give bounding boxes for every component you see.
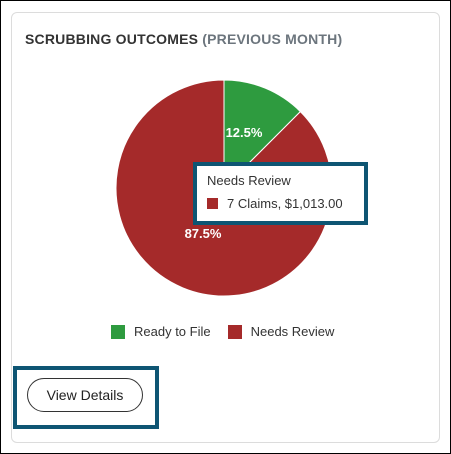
- tooltip-color-swatch: [207, 198, 218, 209]
- tooltip-row: 7 Claims, $1,013.00: [207, 196, 343, 211]
- legend-label-ready-to-file: Ready to File: [134, 324, 211, 339]
- legend-label-needs-review: Needs Review: [250, 324, 335, 339]
- chart-tooltip: Needs Review 7 Claims, $1,013.00: [193, 162, 368, 225]
- pie-data-label-ready-to-file: 12.5%: [226, 125, 263, 140]
- card-title-subtitle: (PREVIOUS MONTH): [202, 31, 343, 47]
- tooltip-value: 7 Claims, $1,013.00: [227, 196, 343, 211]
- view-details-button[interactable]: View Details: [27, 378, 143, 412]
- legend-swatch-needs-review: [227, 324, 242, 339]
- legend-item-needs-review[interactable]: Needs Review: [227, 324, 335, 339]
- chart-legend: Ready to File Needs Review: [111, 324, 351, 339]
- card-title: SCRUBBING OUTCOMES (PREVIOUS MONTH): [25, 31, 342, 47]
- view-details-highlight: View Details: [13, 366, 159, 429]
- legend-item-ready-to-file[interactable]: Ready to File: [111, 324, 211, 339]
- pie-data-label-needs-review: 87.5%: [185, 226, 222, 241]
- pie-slice-ready-to-file[interactable]: [223, 79, 302, 190]
- card-title-main: SCRUBBING OUTCOMES: [25, 31, 199, 47]
- tooltip-title: Needs Review: [207, 173, 291, 188]
- legend-swatch-ready-to-file: [111, 324, 125, 339]
